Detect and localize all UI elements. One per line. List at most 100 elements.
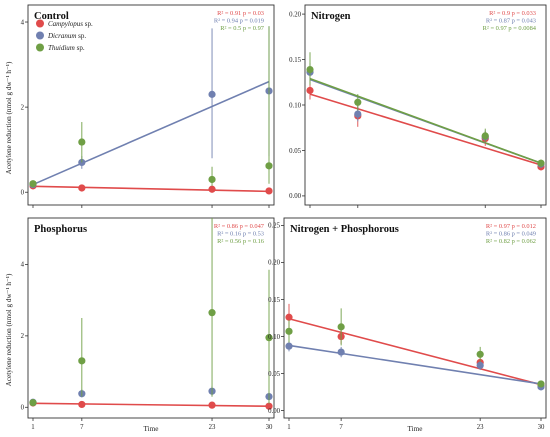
data-point (285, 313, 293, 321)
panel-1: 0.00 0.05 0.10 0.15 0.20 Nitrogen R² = 0.9 p =… (289, 4, 547, 208)
stat-line: R² = 0.16 p = 0.53 (217, 231, 264, 238)
fit-line (288, 344, 542, 385)
data-point (208, 185, 216, 193)
data-point (537, 159, 545, 167)
data-point (29, 399, 37, 407)
panel-frame (283, 217, 547, 419)
fit-line (32, 185, 270, 193)
stat-line: R² = 0.97 p = 0.0084 (483, 25, 537, 32)
panel-frame (27, 217, 275, 419)
y-tick-label: 0.10 (289, 102, 301, 109)
data-point (78, 138, 86, 146)
legend-italic: Thuidium (48, 44, 75, 52)
x-tick-label: 7 (80, 424, 84, 431)
data-point (78, 184, 86, 192)
panel-frame (27, 4, 275, 206)
data-point (476, 361, 484, 370)
data-point (265, 334, 273, 342)
data-point (265, 187, 273, 195)
data-point (285, 327, 293, 335)
data-point (208, 90, 216, 98)
legend-marker (36, 19, 44, 28)
fit-line (32, 80, 270, 186)
legend: Campylopus sp.Dicranum sp.Thuidium sp. (36, 19, 93, 52)
data-point (208, 401, 216, 409)
stat-line: R² = 0.97 p = 0.012 (486, 223, 536, 230)
data-point (306, 65, 314, 74)
data-point (354, 98, 362, 106)
data-point (78, 357, 86, 365)
fit-line (309, 77, 542, 164)
data-point (78, 400, 86, 409)
stat-line: R² = 0.91 p = 0.03 (217, 10, 264, 17)
y-axis-label: Acetylene reduction (nmol g dw⁻¹ h⁻¹) (5, 61, 13, 174)
stat-line: R² = 0.9 p = 0.033 (489, 10, 536, 17)
x-axis-label: Time (408, 425, 423, 433)
data-point (337, 323, 345, 331)
data-point (265, 162, 273, 170)
x-tick-label: 1 (287, 424, 290, 431)
legend-marker (36, 43, 44, 52)
panel-3: 0.00 0.05 0.10 0.15 0.20 0.25 1 7 23 30 Nitrogen +… (268, 217, 547, 431)
legend-italic: Campylopus (48, 20, 83, 28)
y-tick-label: 2 (21, 333, 25, 340)
legend-rest: sp. (76, 32, 86, 40)
panel-frame (304, 4, 547, 206)
panel-title: Nitrogen (311, 11, 351, 22)
data-point (537, 380, 545, 388)
y-tick-label: 0.15 (268, 297, 280, 304)
legend-italic: Dicranum (47, 32, 76, 40)
legend-label: Campylopus sp. (48, 20, 93, 28)
data-point (208, 175, 216, 184)
legend-rest: sp. (75, 44, 85, 52)
data-point (285, 342, 293, 350)
panel-title: Phosphorus (34, 224, 87, 235)
y-tick-label: 4 (21, 262, 25, 269)
y-tick-label: 4 (21, 19, 25, 26)
x-tick-label: 30 (538, 424, 545, 431)
y-axis-label: Acetylene reduction (nmol g dw⁻¹ h⁻¹) (5, 273, 13, 386)
fit-line (32, 402, 270, 408)
y-tick-label: 0.10 (268, 334, 280, 341)
y-tick-label: 0.20 (268, 260, 280, 267)
stat-line: R² = 0.94 p = 0.019 (214, 18, 264, 25)
legend-marker (36, 31, 44, 40)
fit-line (309, 93, 542, 166)
stat-line: R² = 0.86 p = 0.049 (486, 231, 536, 238)
x-tick-label: 23 (209, 424, 216, 431)
data-point (481, 132, 489, 140)
stat-line: R² = 0.56 p = 0.16 (217, 238, 264, 245)
y-tick-label: 0.05 (289, 148, 301, 155)
data-point (476, 350, 484, 358)
stat-line: R² = 0.87 p = 0.043 (486, 18, 536, 25)
y-tick-label: 0.05 (268, 371, 280, 378)
fit-line (288, 317, 542, 386)
y-tick-label: 0.15 (289, 57, 301, 64)
y-tick-label: 0.00 (289, 193, 301, 200)
data-point (306, 86, 314, 95)
stat-line: R² = 0.86 p = 0.047 (214, 223, 265, 230)
data-point (337, 348, 345, 356)
x-axis-label: Time (144, 425, 159, 433)
legend-rest: sp. (83, 20, 93, 28)
y-tick-label: 2 (21, 104, 25, 111)
legend-label: Thuidium sp. (48, 44, 85, 52)
y-tick-label: 0.20 (289, 11, 301, 18)
stat-line: R² = 0.5 p = 0.97 (220, 25, 265, 32)
data-point (265, 402, 273, 410)
x-tick-label: 23 (477, 424, 484, 431)
panel-title: Nitrogen + Phosphorous (290, 224, 399, 235)
panel-title: Control (34, 11, 69, 22)
data-point (354, 110, 362, 118)
y-tick-label: 0 (21, 405, 25, 412)
data-point (208, 309, 216, 317)
legend-label: Dicranum sp. (47, 32, 86, 40)
data-point (29, 180, 37, 188)
stat-line: R² = 0.82 p = 0.062 (486, 238, 536, 245)
y-tick-label: 0 (21, 190, 25, 197)
x-tick-label: 1 (31, 424, 34, 431)
y-tick-label: 0.25 (268, 223, 280, 230)
